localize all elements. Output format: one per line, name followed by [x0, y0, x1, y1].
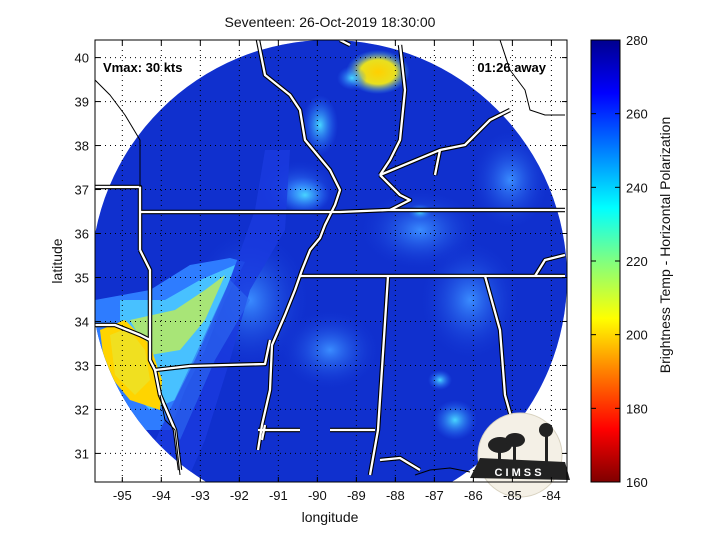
- y-tick-label: 40: [75, 51, 89, 66]
- colorbar-tick-label: 260: [626, 107, 648, 122]
- x-tick-label: -93: [191, 488, 210, 503]
- colorbar-tick-label: 280: [626, 33, 648, 48]
- y-axis-label: latitude: [49, 238, 65, 283]
- logo-text: C I M S S: [494, 467, 541, 479]
- plot-frame: [94, 39, 568, 483]
- x-tick-label: -84: [542, 488, 561, 503]
- vmax-label: Vmax: 30 kts: [103, 60, 183, 75]
- cimss-logo: C I M S S: [470, 412, 570, 498]
- state-borders: [95, 40, 566, 476]
- x-axis: -95 -94 -93 -92 -91 -90 -89 -88 -87 -86 -85 -84: [113, 40, 561, 503]
- y-tick-label: 35: [75, 270, 89, 285]
- y-tick-label: 37: [75, 183, 89, 198]
- colorbar-tick-label: 200: [626, 328, 648, 343]
- x-tick-label: -88: [386, 488, 405, 503]
- colorbar-tick-label: 220: [626, 254, 648, 269]
- y-tick-label: 32: [75, 402, 89, 417]
- y-tick-label: 33: [75, 358, 89, 373]
- x-tick-label: -86: [464, 488, 483, 503]
- x-axis-label: longitude: [302, 509, 359, 525]
- y-tick-label: 38: [75, 139, 89, 154]
- x-tick-label: -94: [152, 488, 171, 503]
- y-tick-label: 39: [75, 95, 89, 110]
- colorbar-tick-label: 180: [626, 401, 648, 416]
- x-tick-label: -95: [113, 488, 132, 503]
- x-tick-label: -90: [308, 488, 327, 503]
- time-away-label: 01:26 away: [477, 60, 546, 75]
- colorbar-label: Brightness Temp - Horizontal Polarizatio…: [657, 117, 673, 374]
- x-tick-label: -89: [347, 488, 366, 503]
- x-tick-label: -91: [269, 488, 288, 503]
- x-tick-label: -87: [425, 488, 444, 503]
- colorbar-tick-label: 160: [626, 475, 648, 490]
- y-tick-label: 34: [75, 314, 89, 329]
- figure-title: Seventeen: 26-Oct-2019 18:30:00: [225, 14, 436, 30]
- y-tick-label: 36: [75, 227, 89, 242]
- x-tick-label: -85: [503, 488, 522, 503]
- x-tick-label: -92: [230, 488, 249, 503]
- y-tick-label: 31: [75, 446, 89, 461]
- colorbar-tick-label: 240: [626, 180, 648, 195]
- colorbar-axis: 160 180 200 220 240 260 280: [591, 33, 648, 490]
- y-axis: 31 32 33 34 35 36 37 38 39 40: [75, 51, 567, 461]
